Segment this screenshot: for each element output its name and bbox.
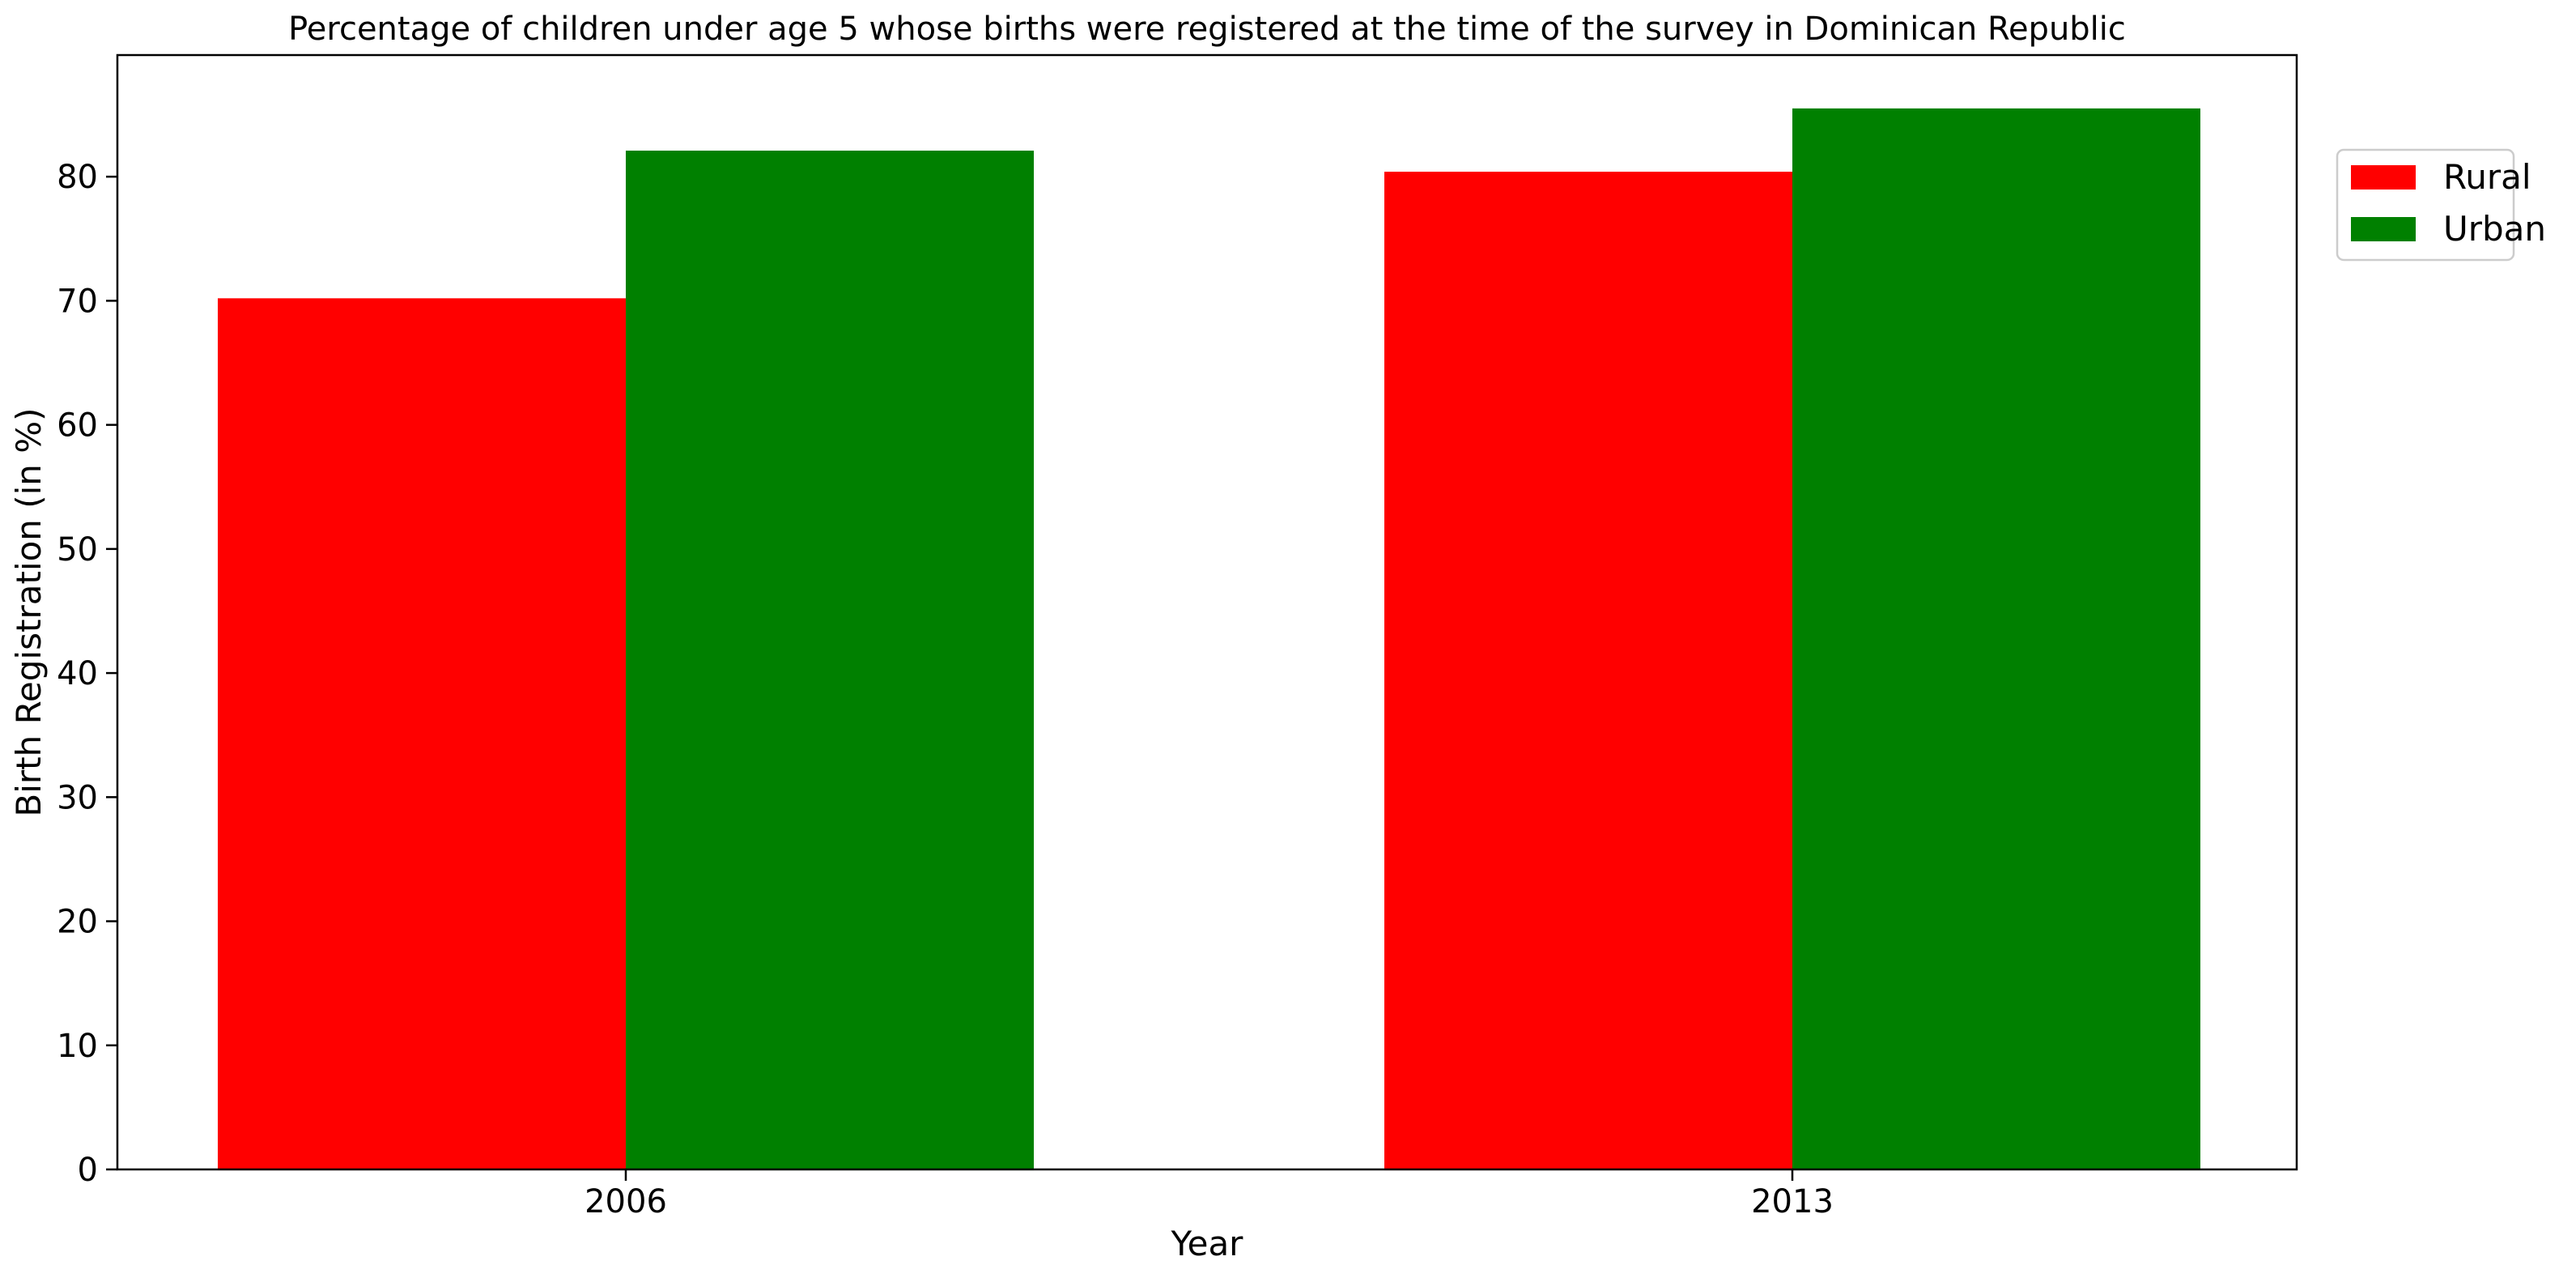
y-tick-label: 70 (57, 283, 98, 320)
bar-urban-2013 (1792, 108, 2200, 1169)
chart-title: Percentage of children under age 5 whose… (288, 11, 2126, 48)
x-axis-label: Year (1171, 1224, 1244, 1263)
bar-urban-2006 (626, 150, 1034, 1170)
y-axis: 0 10 20 30 40 50 60 70 80 (57, 159, 117, 1189)
x-axis: 2006 2013 (584, 1169, 1834, 1220)
legend-swatch-rural (2351, 165, 2416, 190)
x-tick-label: 2006 (584, 1183, 667, 1220)
bar-rural-2013 (1384, 172, 1792, 1169)
y-tick-label: 10 (57, 1028, 98, 1065)
x-tick-label: 2013 (1751, 1183, 1834, 1220)
y-tick-label: 60 (57, 407, 98, 445)
y-tick-label: 40 (57, 655, 98, 692)
bars-layer (218, 108, 2200, 1170)
bar-rural-2006 (218, 298, 626, 1170)
y-axis-label: Birth Registration (in %) (9, 407, 49, 816)
y-tick-label: 20 (57, 904, 98, 941)
legend-label-rural: Rural (2443, 157, 2531, 197)
y-tick-label: 0 (78, 1152, 98, 1189)
plot-frame (116, 53, 2298, 1171)
legend-swatch-urban (2351, 217, 2416, 241)
y-tick-label: 30 (57, 779, 98, 816)
legend-label-urban: Urban (2443, 209, 2546, 249)
y-tick-label: 50 (57, 531, 98, 569)
y-tick-label: 80 (57, 159, 98, 196)
legend: Rural Urban (2336, 148, 2546, 262)
